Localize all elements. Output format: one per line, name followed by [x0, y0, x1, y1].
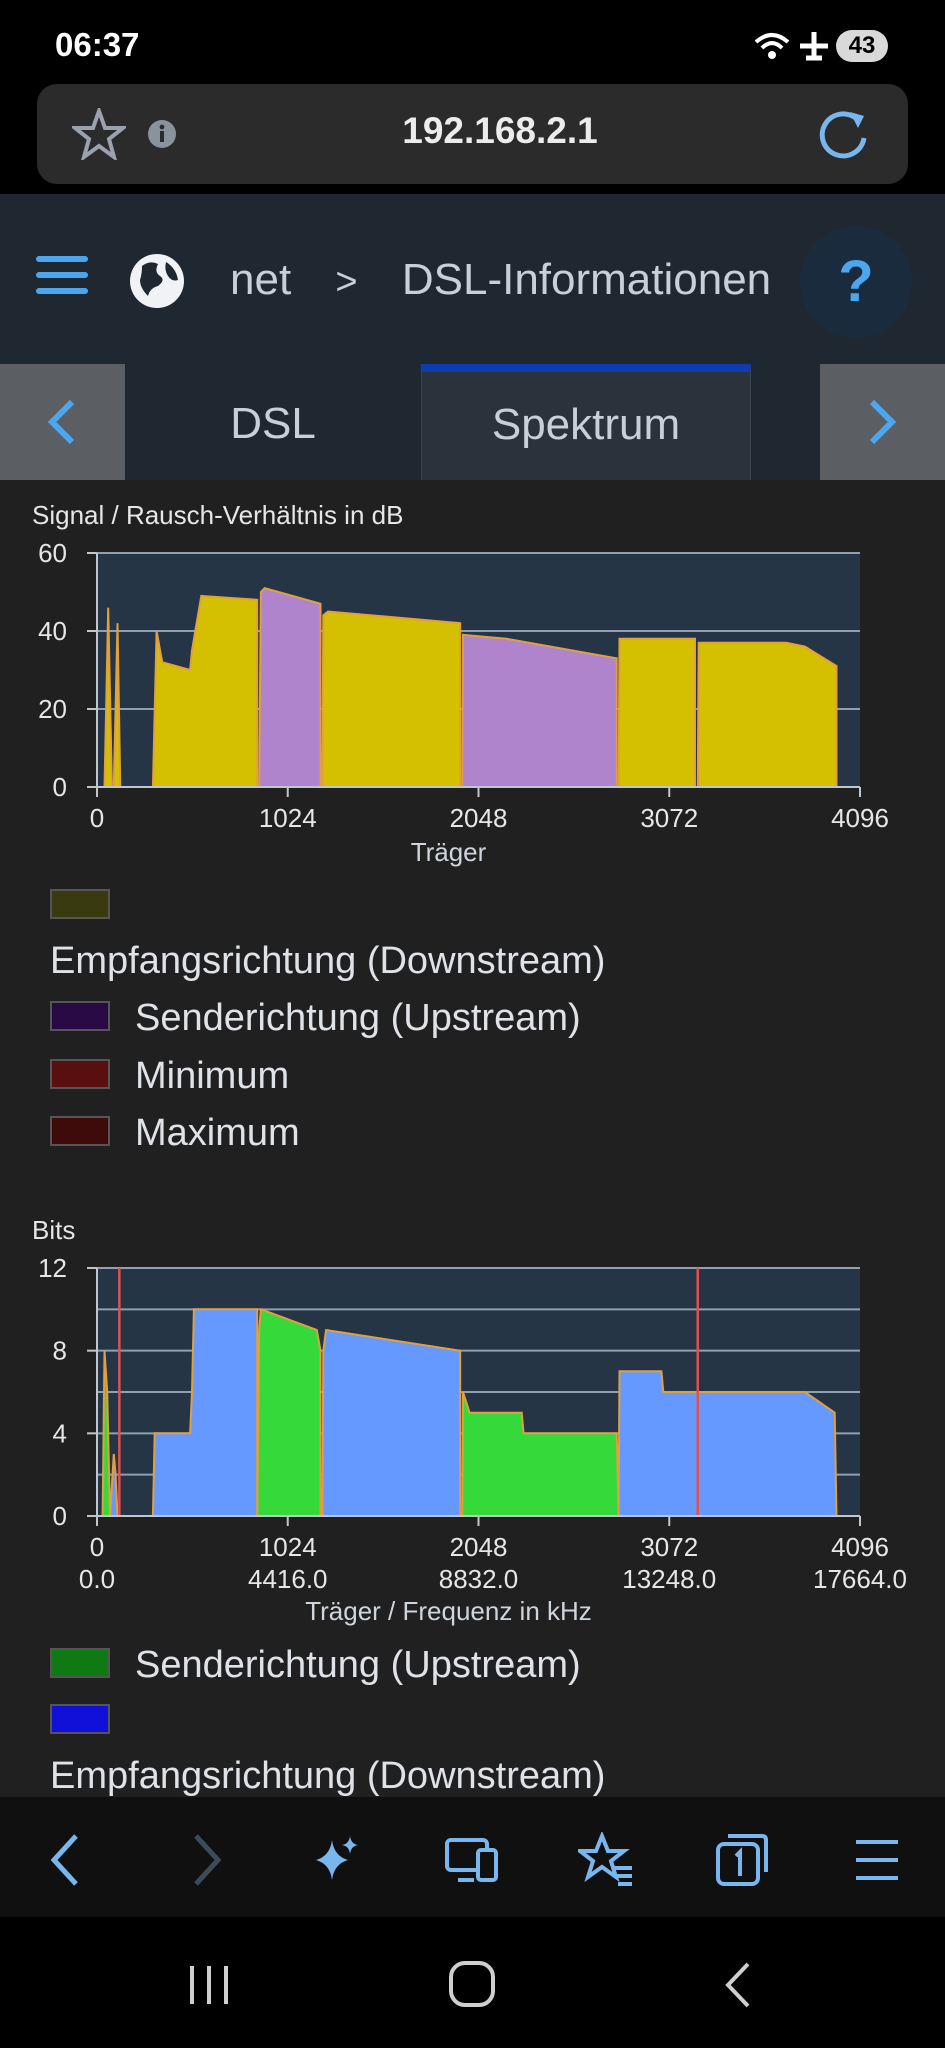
- legend-swatch-bits-downstream: [50, 1704, 110, 1734]
- series-area: [258, 586, 322, 788]
- snr-chart: 60 40 20 00 1024 2048 3072 4096 Träger: [38, 538, 889, 867]
- x-tick-label: 0: [90, 803, 104, 833]
- x-axis-label: Träger / Frequenz in kHz: [305, 1596, 592, 1626]
- series-area: [617, 637, 696, 788]
- home-icon[interactable]: [448, 1960, 496, 2008]
- status-time: 06:37: [55, 26, 140, 63]
- tab-dsl[interactable]: DSL: [230, 399, 316, 448]
- legend-downstream[interactable]: Empfangsrichtung (Downstream): [50, 940, 606, 982]
- tab-scroll-left-button[interactable]: [0, 364, 125, 480]
- tab-scroll-right-button[interactable]: [820, 364, 945, 480]
- legend-upstream[interactable]: Senderichtung (Upstream): [135, 997, 581, 1039]
- chevron-right-icon: [869, 399, 897, 445]
- bookmark-star-icon[interactable]: [72, 108, 126, 160]
- address-bar[interactable]: [37, 84, 908, 184]
- series-area: [151, 594, 259, 788]
- x-tick-label: 0: [90, 1532, 104, 1562]
- breadcrumb-separator: >: [335, 261, 358, 303]
- x-tick-label: 3072: [640, 803, 698, 833]
- globe-icon[interactable]: [128, 252, 186, 310]
- snr-chart-title: Signal / Rausch-Verhältnis in dB: [32, 500, 404, 530]
- sparkle-icon[interactable]: [312, 1830, 362, 1890]
- legend-swatch-maximum: [50, 1116, 110, 1146]
- x-tick-label: 1024: [259, 1532, 317, 1562]
- x-axis-label: Träger: [411, 837, 487, 867]
- menu-icon[interactable]: [854, 1838, 900, 1882]
- battery-indicator: 43: [836, 30, 888, 62]
- y-tick-label: 8: [53, 1336, 67, 1366]
- reload-icon[interactable]: [818, 108, 872, 162]
- forward-icon[interactable]: [184, 1830, 228, 1890]
- back-icon[interactable]: [44, 1830, 88, 1890]
- x-tick-label: 3072: [640, 1532, 698, 1562]
- hamburger-menu-icon[interactable]: [36, 254, 92, 298]
- x-freq-tick-label: 13248.0: [622, 1564, 716, 1594]
- info-icon[interactable]: [147, 119, 177, 149]
- chevron-left-icon: [47, 399, 75, 445]
- x-tick-label: 2048: [450, 803, 508, 833]
- series-area: [617, 1370, 838, 1517]
- y-tick-label: 0: [53, 772, 67, 802]
- legend-swatch-minimum: [50, 1059, 110, 1089]
- y-tick-label: 20: [38, 694, 67, 724]
- bits-chart-title: Bits: [32, 1215, 76, 1245]
- x-tick-label: 1024: [259, 803, 317, 833]
- breadcrumb-parent[interactable]: net: [230, 255, 292, 304]
- x-freq-tick-label: 0.0: [79, 1564, 115, 1594]
- x-freq-tick-label: 8832.0: [439, 1564, 519, 1594]
- help-button[interactable]: ?: [800, 226, 912, 338]
- x-tick-label: 4096: [831, 803, 889, 833]
- x-tick-label: 4096: [831, 1532, 889, 1562]
- x-freq-tick-label: 4416.0: [248, 1564, 328, 1594]
- url-text[interactable]: 192.168.2.1: [402, 110, 598, 151]
- series-area: [321, 1328, 462, 1517]
- series-area: [461, 633, 618, 788]
- y-tick-label: 4: [53, 1418, 67, 1448]
- x-freq-tick-label: 17664.0: [813, 1564, 907, 1594]
- series-area: [151, 1308, 259, 1517]
- series-area: [696, 641, 838, 788]
- system-back-icon[interactable]: [720, 1960, 756, 2010]
- legend-minimum[interactable]: Minimum: [135, 1055, 290, 1097]
- series-area: [321, 610, 462, 788]
- y-tick-label: 60: [38, 538, 67, 568]
- legend-bits-upstream[interactable]: Senderichtung (Upstream): [135, 1644, 581, 1686]
- legend-swatch-upstream: [50, 1001, 110, 1031]
- breadcrumb: net > DSL-Informationen: [230, 255, 771, 305]
- y-tick-label: 40: [38, 616, 67, 646]
- recent-apps-icon[interactable]: [186, 1962, 232, 2008]
- wifi-airplane-icon: [754, 32, 828, 61]
- tab-spectrum[interactable]: Spektrum: [421, 364, 751, 480]
- legend-swatch-bits-upstream: [50, 1648, 110, 1678]
- page-title: DSL-Informationen: [401, 255, 772, 304]
- legend-maximum[interactable]: Maximum: [135, 1112, 300, 1154]
- bits-chart: 1284000.010244416.020488832.0307213248.0…: [38, 1253, 907, 1626]
- series-area: [256, 1307, 322, 1517]
- legend-swatch-downstream: [50, 889, 110, 919]
- y-tick-label: 12: [38, 1253, 67, 1283]
- desktop-view-icon[interactable]: [444, 1834, 500, 1886]
- browser-bottom-toolbar: [0, 1797, 945, 1917]
- y-tick-label: 0: [53, 1501, 67, 1531]
- bookmarks-icon[interactable]: [578, 1832, 634, 1888]
- tabs-icon[interactable]: [714, 1832, 770, 1888]
- legend-bits-downstream[interactable]: Empfangsrichtung (Downstream): [50, 1755, 606, 1797]
- x-tick-label: 2048: [450, 1532, 508, 1562]
